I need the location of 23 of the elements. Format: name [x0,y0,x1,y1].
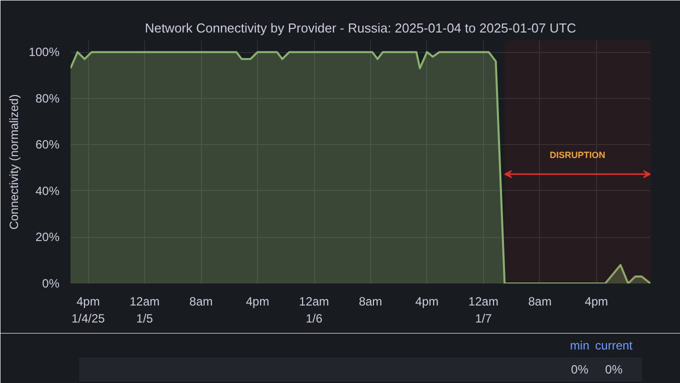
text: 0% [571,362,589,376]
x-tick-label: 4pm [584,294,608,308]
x-tick-label: 12am 1/6 [299,294,330,326]
x-tick-label: 8am [528,294,552,308]
text: current [595,338,634,352]
y-tick-label: 20% [35,230,60,244]
x-tick-label: 8am [189,294,213,308]
y-tick-label: 100% [28,45,60,60]
x-tick-label: 12am 1/5 [130,294,160,326]
x-tick-label: 8am [358,294,382,308]
band-label: DISRUPTION [550,150,606,160]
y-tick-label: 60% [35,138,60,152]
x-tick-label: 12am 1/7 [468,294,498,326]
text: min [570,338,590,352]
y-tick-label: 0% [42,276,60,290]
y-tick-label: 40% [35,184,60,198]
chart-title: Network Connectivity by Provider - Russia: 2025-01-04 to 2025-01-07 UTC [144,20,576,36]
y-tick-label: 80% [35,91,60,106]
y-axis-title: Connectivity (normalized) [6,94,21,230]
x-tick-label: 4pm [415,294,439,308]
x-tick-label: 4pm 1/4/25 [71,294,106,326]
text: 0% [605,362,623,376]
x-tick-label: 4pm [246,294,270,308]
